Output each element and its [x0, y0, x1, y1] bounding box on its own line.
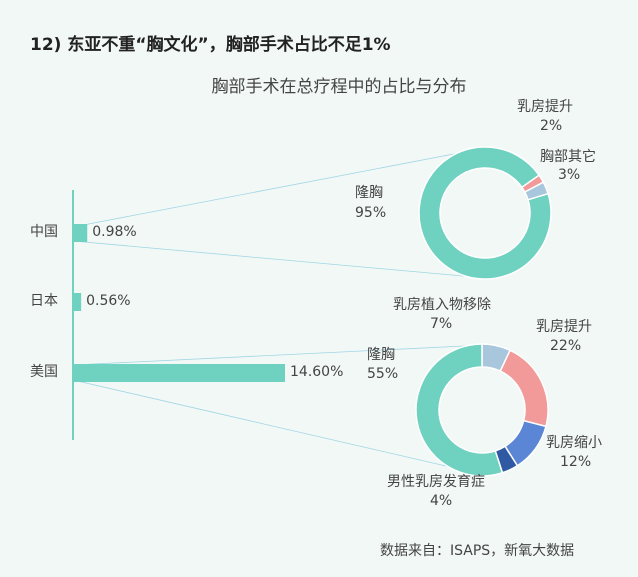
slice-value: 7% [430, 316, 453, 332]
slice-name: 胸部其它 [540, 149, 596, 165]
donut-slice-2 [418, 146, 552, 280]
slice-name: 男性乳房发育症 [387, 474, 485, 490]
connector-line [72, 147, 486, 228]
bar-category-label: 日本 [30, 293, 58, 309]
slice-value: 2% [540, 118, 563, 134]
slice-value: 12% [560, 454, 592, 470]
section-heading: 12) 东亚不重“胸文化”，胸部手术占比不足1% [30, 35, 391, 55]
slice-name: 乳房植入物移除 [393, 297, 491, 313]
slice-name: 乳房缩小 [546, 435, 602, 451]
donut-slice-4 [415, 343, 504, 477]
connector-line [72, 379, 486, 476]
bar-value-label: 14.60% [290, 364, 344, 380]
chart-title: 胸部手术在总疗程中的占比与分布 [211, 77, 467, 97]
slice-name: 隆胸 [367, 347, 395, 363]
connector-line [72, 240, 486, 279]
bar-value-label: 0.56% [86, 293, 131, 309]
slice-value: 3% [558, 167, 581, 183]
bar-category-label: 中国 [30, 224, 58, 240]
connector-line [72, 344, 486, 366]
bar-0 [73, 224, 88, 242]
bar-category-label: 美国 [30, 364, 58, 380]
slice-name: 乳房提升 [536, 319, 592, 335]
slice-name: 乳房提升 [517, 99, 573, 115]
donut-slice-1 [499, 349, 549, 428]
slice-name: 隆胸 [355, 185, 383, 201]
slice-value: 95% [355, 205, 387, 221]
bar-value-label: 0.98% [92, 224, 137, 240]
slice-value: 22% [550, 338, 582, 354]
bar-2 [73, 364, 285, 382]
slice-value: 55% [367, 366, 399, 382]
slice-value: 4% [430, 493, 453, 509]
bar-1 [73, 293, 82, 311]
source-note: 数据来自：ISAPS，新氧大数据 [380, 543, 575, 559]
